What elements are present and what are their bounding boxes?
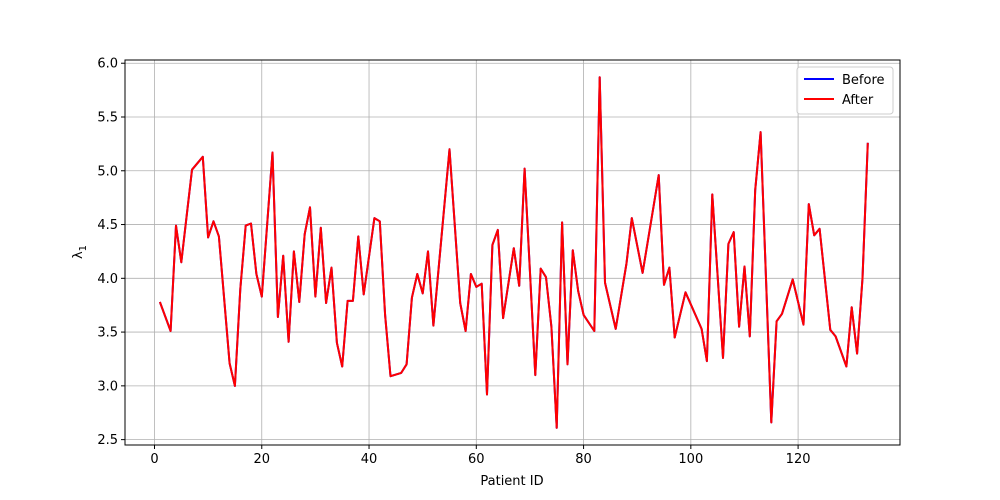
y-axis: 2.5 3.0 3.5 4.0 4.5 5.0 5.5 6.0 [97,57,125,448]
y-tick-label: 5.0 [97,164,118,179]
y-tick-label: 2.5 [97,433,118,448]
series-line-after [158,76,869,429]
y-tick-label: 5.5 [97,110,118,125]
legend: Before After [796,66,894,115]
y-axis-label-subscript: 1 [78,245,89,251]
x-tick-label: 80 [575,452,592,467]
x-axis: 0 20 40 60 80 100 120 [150,445,811,467]
legend-label-after: After [842,93,874,108]
y-tick-label: 6.0 [97,57,118,72]
x-tick-label: 40 [361,452,378,467]
x-tick-label: 0 [150,452,158,467]
y-axis-label: λ1 [71,245,89,259]
x-axis-label: Patient ID [480,474,543,489]
x-tick-label: 20 [253,452,270,467]
x-tick-label: 60 [468,452,485,467]
x-tick-label: 100 [678,452,703,467]
legend-label-before: Before [842,73,885,88]
x-tick-label: 120 [786,452,811,467]
plot-frame [124,59,901,446]
y-axis-label-main: λ [71,251,86,259]
y-tick-label: 3.5 [97,326,118,341]
series-lines [158,76,869,429]
y-tick-label: 4.5 [97,218,118,233]
y-tick-label: 4.0 [97,272,118,287]
grid [125,60,900,445]
y-tick-label: 3.0 [97,379,118,394]
